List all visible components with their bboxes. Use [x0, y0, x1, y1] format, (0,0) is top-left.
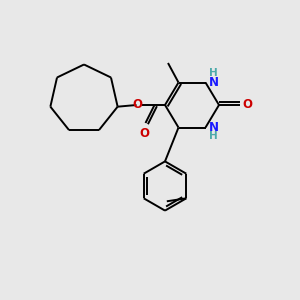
- Text: O: O: [132, 98, 142, 111]
- Text: N: N: [209, 121, 219, 134]
- Text: O: O: [242, 98, 252, 112]
- Text: O: O: [139, 127, 149, 140]
- Text: H: H: [209, 131, 218, 141]
- Text: H: H: [209, 68, 218, 79]
- Text: N: N: [209, 76, 219, 89]
